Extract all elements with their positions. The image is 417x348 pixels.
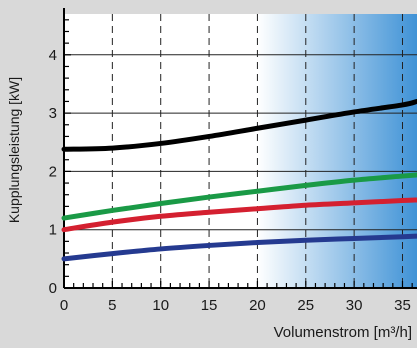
y-tick-label: 2 [49,163,57,180]
x-tick-label: 15 [201,297,218,314]
y-tick-label: 4 [49,47,57,64]
x-tick-label: 0 [60,297,68,314]
x-tick-label: 10 [152,297,169,314]
series-line [61,233,417,262]
y-axis-label: Kupplungsleistung [kW] [6,77,22,223]
x-tick-label: 20 [249,297,266,314]
y-tick-label: 1 [49,222,57,239]
series-line [61,172,417,221]
x-tick-label: 35 [394,297,411,314]
series-line [61,98,417,152]
x-tick-label: 25 [297,297,314,314]
series-line [61,197,417,233]
y-tick-label: 3 [49,105,57,122]
x-tick-label: 30 [346,297,363,314]
x-tick-label: 5 [108,297,116,314]
x-axis-label: Volumenstrom [m³/h] [274,324,412,341]
y-tick-label: 0 [49,280,57,297]
